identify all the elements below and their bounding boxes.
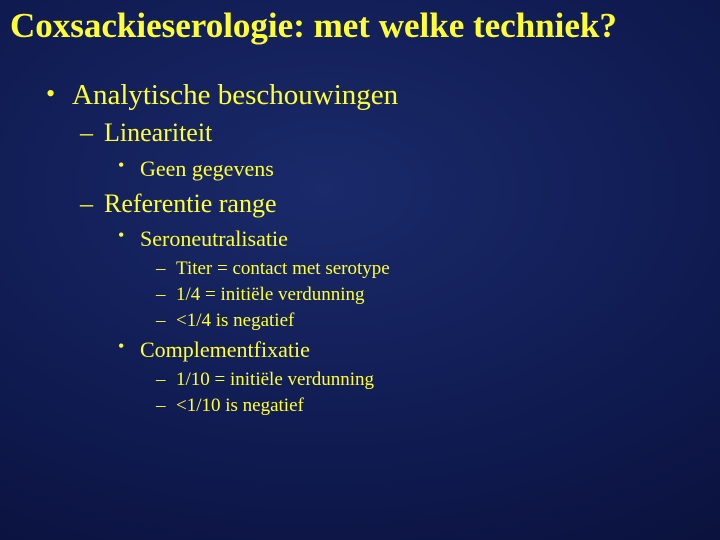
bullet-lvl4: <1/4 is negatief bbox=[156, 308, 720, 334]
slide-body: Analytische beschouwingen Lineariteit Ge… bbox=[0, 46, 720, 418]
bullet-lvl4: 1/10 = initiële verdunning bbox=[156, 367, 720, 393]
bullet-lvl4: <1/10 is negatief bbox=[156, 393, 720, 419]
bullet-lvl3: Complementfixatie bbox=[118, 333, 720, 367]
slide-title: Coxsackieserologie: met welke techniek? bbox=[0, 0, 720, 46]
bullet-lvl4: 1/4 = initiële verdunning bbox=[156, 282, 720, 308]
bullet-lvl4: Titer = contact met serotype bbox=[156, 256, 720, 282]
bullet-lvl1: Analytische beschouwingen bbox=[44, 76, 720, 115]
slide: Coxsackieserologie: met welke techniek? … bbox=[0, 0, 720, 540]
bullet-lvl2: Referentie range bbox=[80, 186, 720, 222]
bullet-lvl2: Lineariteit bbox=[80, 115, 720, 151]
bullet-lvl3: Geen gegevens bbox=[118, 152, 720, 186]
bullet-lvl3: Seroneutralisatie bbox=[118, 222, 720, 256]
